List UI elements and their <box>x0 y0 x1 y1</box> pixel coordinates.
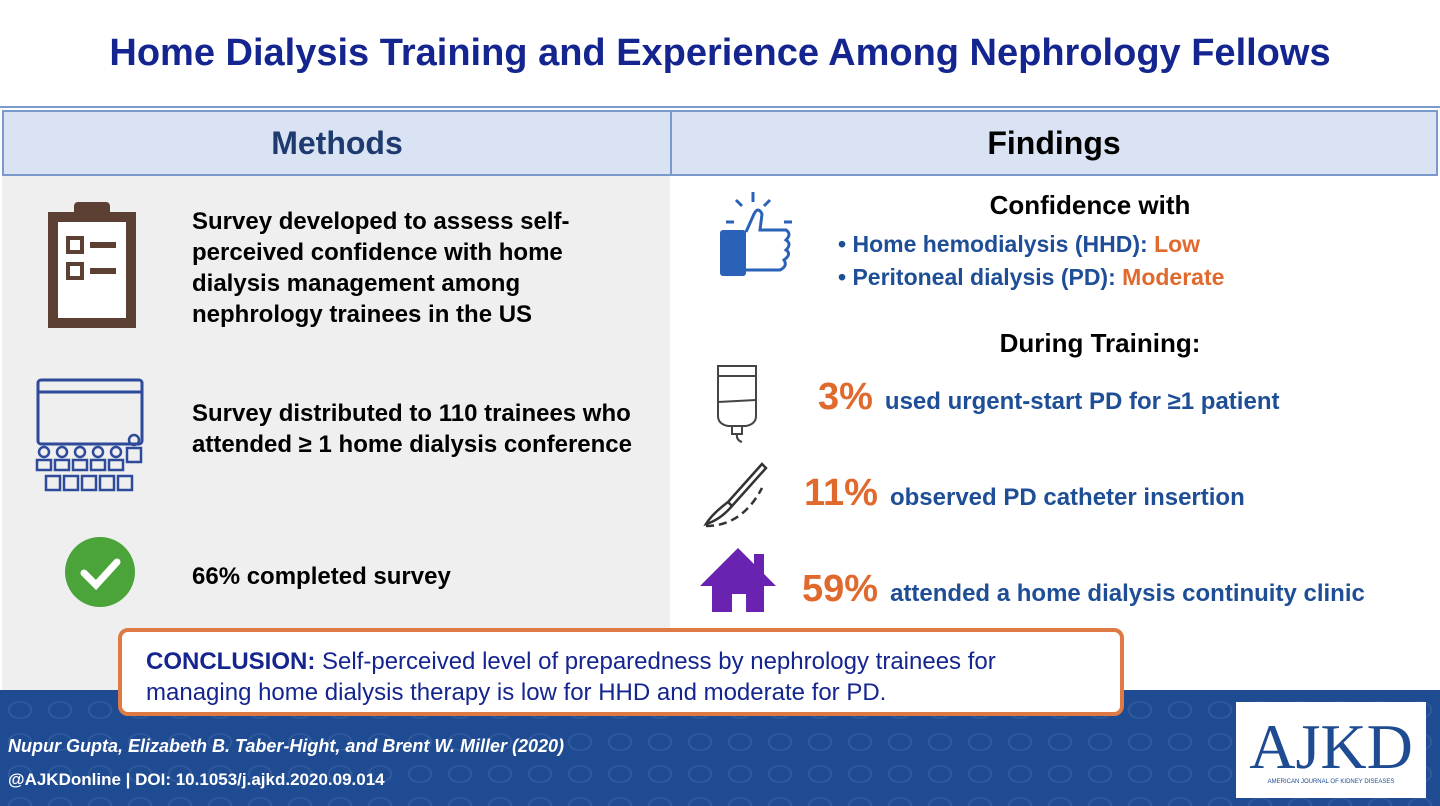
authors: Nupur Gupta, Elizabeth B. Taber-Hight, a… <box>8 736 565 756</box>
methods-item-survey: Survey developed to assess self-perceive… <box>192 208 570 328</box>
ajkd-logo: AJKD AMERICAN JOURNAL OF KIDNEY DISEASES <box>1236 702 1426 798</box>
stat-urgent-start: 3% used urgent-start PD for ≥1 patient <box>818 376 1279 419</box>
confidence-hhd: • Home hemodialysis (HHD): Low <box>838 231 1201 257</box>
audience-presentation-icon <box>35 378 144 492</box>
conclusion-box: CONCLUSION: Self-perceived level of prep… <box>118 628 1124 716</box>
confidence-pd: • Peritoneal dialysis (PD): Moderate <box>838 264 1225 290</box>
findings-header: Findings <box>670 110 1438 176</box>
page-title: Home Dialysis Training and Experience Am… <box>0 0 1440 108</box>
confidence-label: Peritoneal dialysis (PD): <box>852 264 1123 290</box>
stat-percent: 11% <box>804 472 878 514</box>
doi-link[interactable]: @AJKDonline | DOI: 10.1053/j.ajkd.2020.0… <box>8 770 385 789</box>
confidence-label: Home hemodialysis (HHD): <box>852 231 1155 257</box>
stat-percent: 59% <box>802 568 879 610</box>
logo-subtitle: AMERICAN JOURNAL OF KIDNEY DISEASES <box>1267 779 1395 785</box>
methods-item-distribution: Survey distributed to 110 trainees who a… <box>192 400 632 458</box>
conclusion-label: CONCLUSION: <box>146 648 316 675</box>
confidence-level: Moderate <box>1122 264 1225 290</box>
scalpel-icon <box>703 462 768 528</box>
confidence-level: Low <box>1154 231 1201 257</box>
thumbs-up-icon <box>720 192 792 276</box>
conclusion-text: Self-perceived level of preparedness by … <box>146 648 996 706</box>
home-icon <box>700 548 776 612</box>
training-heading: During Training: <box>999 328 1201 358</box>
dialysis-bag-icon <box>717 365 757 443</box>
stat-text: observed PD catheter insertion <box>889 484 1245 511</box>
stat-text: attended a home dialysis continuity clin… <box>890 580 1365 607</box>
methods-header: Methods <box>2 110 672 176</box>
stat-clinic: 59% attended a home dialysis continuity c… <box>802 568 1365 611</box>
confidence-heading: Confidence with <box>989 190 1191 220</box>
clipboard-icon <box>48 202 136 328</box>
stat-text: used urgent-start PD for ≥1 patient <box>884 388 1280 415</box>
stat-percent: 3% <box>818 376 873 418</box>
logo-text: AJKD <box>1249 711 1413 782</box>
methods-item-completed: 66% completed survey <box>192 563 451 590</box>
checkmark-icon <box>65 537 135 607</box>
stat-catheter: 11% observed PD catheter insertion <box>804 472 1245 515</box>
